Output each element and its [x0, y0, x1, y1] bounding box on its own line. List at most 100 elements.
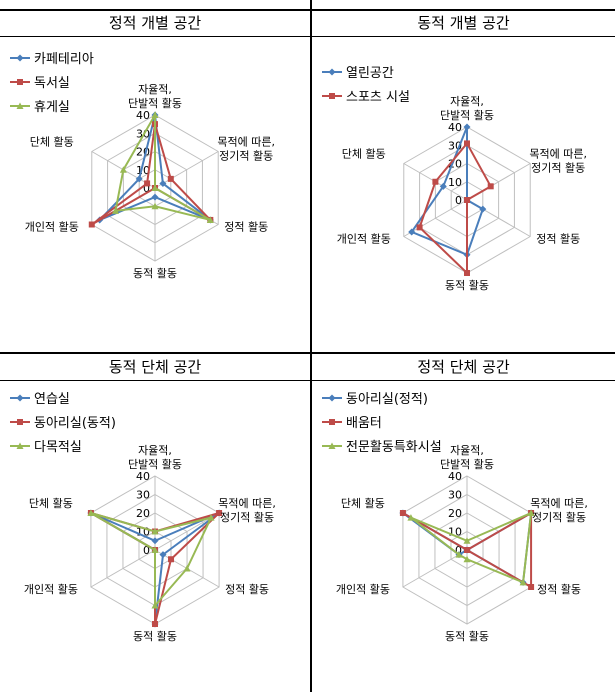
legend-label: 열린공간 [346, 66, 394, 81]
axis-individual: 개인적 활동 [25, 220, 79, 234]
legend-marker [328, 442, 336, 449]
data-point [111, 207, 119, 214]
data-point [152, 621, 158, 627]
axis-individual: 개인적 활동 [24, 582, 78, 596]
tick-label: 20 [136, 507, 150, 520]
legend-label: 배움터 [346, 416, 382, 431]
axis-group: 단체 활동 [341, 496, 385, 510]
legend-marker [16, 102, 24, 109]
legend-label: 동아리실(정적) [346, 392, 428, 407]
data-point [151, 528, 159, 535]
legend-label: 휴게실 [34, 100, 70, 115]
series-line [90, 512, 213, 609]
panel-dynamic-individual: 동적 개별 공간 열린공간 스포츠 시설 0 10 20 30 40 자율적, 단발적 활동 목적… [312, 10, 615, 352]
data-point [151, 193, 159, 201]
axis-group: 단체 활동 [342, 147, 386, 161]
data-point [464, 547, 470, 553]
data-point [463, 123, 471, 131]
tick-label: 0 [143, 182, 150, 195]
legend-marker [329, 419, 335, 425]
data-point [151, 537, 159, 545]
axis-regular: 목적에 따른, 정기적 활동 [218, 497, 276, 524]
tick-label: 10 [448, 176, 462, 189]
legend-marker [16, 442, 24, 449]
data-point [151, 546, 159, 553]
data-point [464, 197, 470, 203]
tick-label: 40 [136, 109, 150, 122]
data-point [439, 182, 447, 190]
tick-label: 30 [448, 489, 462, 502]
data-point [159, 179, 167, 187]
legend-marker [16, 394, 24, 402]
data-point [464, 270, 470, 276]
data-point [119, 166, 127, 173]
data-point [144, 180, 151, 187]
legend-marker [328, 394, 336, 402]
data-point [479, 205, 487, 213]
data-point [463, 555, 471, 563]
legend-label: 전문활동특화시설 [346, 440, 442, 455]
data-point [463, 537, 471, 544]
data-point [159, 551, 167, 559]
data-point [527, 509, 535, 516]
tick-label: 0 [143, 544, 150, 557]
axis-static: 정적 활동 [537, 582, 581, 596]
tick-label: 20 [448, 507, 462, 520]
panel-title: 정적 개별 공간 [0, 10, 310, 37]
tick-label: 40 [448, 470, 462, 483]
legend-marker [17, 79, 23, 85]
axis-regular: 목적에 따른, 정기적 활동 [530, 497, 588, 524]
data-point [151, 184, 159, 191]
panel-dynamic-group: 동적 단체 공간 연습실 동아리실(동적) 다목적실 0 10 20 30 40 자율적, 단발적… [0, 354, 310, 692]
grid-spoke [90, 549, 156, 588]
axis-autonomous: 자율적, 단발적 활동 [440, 444, 494, 471]
axis-dynamic: 동적 활동 [133, 266, 177, 280]
axis-static: 정적 활동 [224, 220, 268, 234]
data-point [464, 140, 470, 147]
axis-autonomous: 자율적, 단발적 활동 [440, 95, 494, 122]
data-point [168, 556, 175, 563]
data-point [87, 509, 95, 516]
legend-label: 다목적실 [34, 440, 82, 455]
legend-label: 동아리실(동적) [34, 416, 116, 431]
axis-dynamic: 동적 활동 [133, 629, 177, 643]
legend-label: 연습실 [34, 392, 70, 407]
axis-individual: 개인적 활동 [337, 232, 391, 246]
data-point [151, 602, 159, 609]
panel-title: 동적 개별 공간 [312, 10, 615, 37]
tick-label: 40 [136, 470, 150, 483]
panel-static-individual: 정적 개별 공간 카페테리아 독서실 휴게실 0 10 20 30 40 자율적, 단발적 활동 목… [0, 10, 310, 352]
legend-marker [16, 54, 24, 62]
panel-divider [0, 9, 615, 11]
data-point [455, 551, 463, 558]
data-point [183, 565, 191, 572]
panel-divider [310, 0, 312, 692]
tick-label: 40 [448, 121, 462, 134]
panel-static-group: 정적 단체 공간 동아리실(정적) 배움터 전문활동특화시설 0 10 20 30 40 자율적… [312, 354, 615, 692]
data-point [88, 221, 95, 228]
legend-marker [328, 68, 336, 76]
data-point [528, 584, 535, 590]
legend-marker [17, 419, 23, 425]
data-point [151, 111, 159, 118]
legend-label: 스포츠 시설 [346, 90, 410, 105]
data-point [408, 228, 416, 236]
data-point [206, 216, 214, 223]
axis-autonomous: 자율적, 단발적 활동 [128, 444, 182, 471]
grid-spoke [403, 199, 468, 237]
panel-title: 정적 단체 공간 [312, 354, 615, 381]
axis-dynamic: 동적 활동 [445, 278, 489, 292]
tick-label: 0 [455, 544, 462, 557]
data-point [416, 224, 423, 231]
axis-individual: 개인적 활동 [336, 582, 390, 596]
legend-marker [329, 93, 335, 99]
data-point [407, 514, 415, 521]
data-point [216, 510, 223, 516]
